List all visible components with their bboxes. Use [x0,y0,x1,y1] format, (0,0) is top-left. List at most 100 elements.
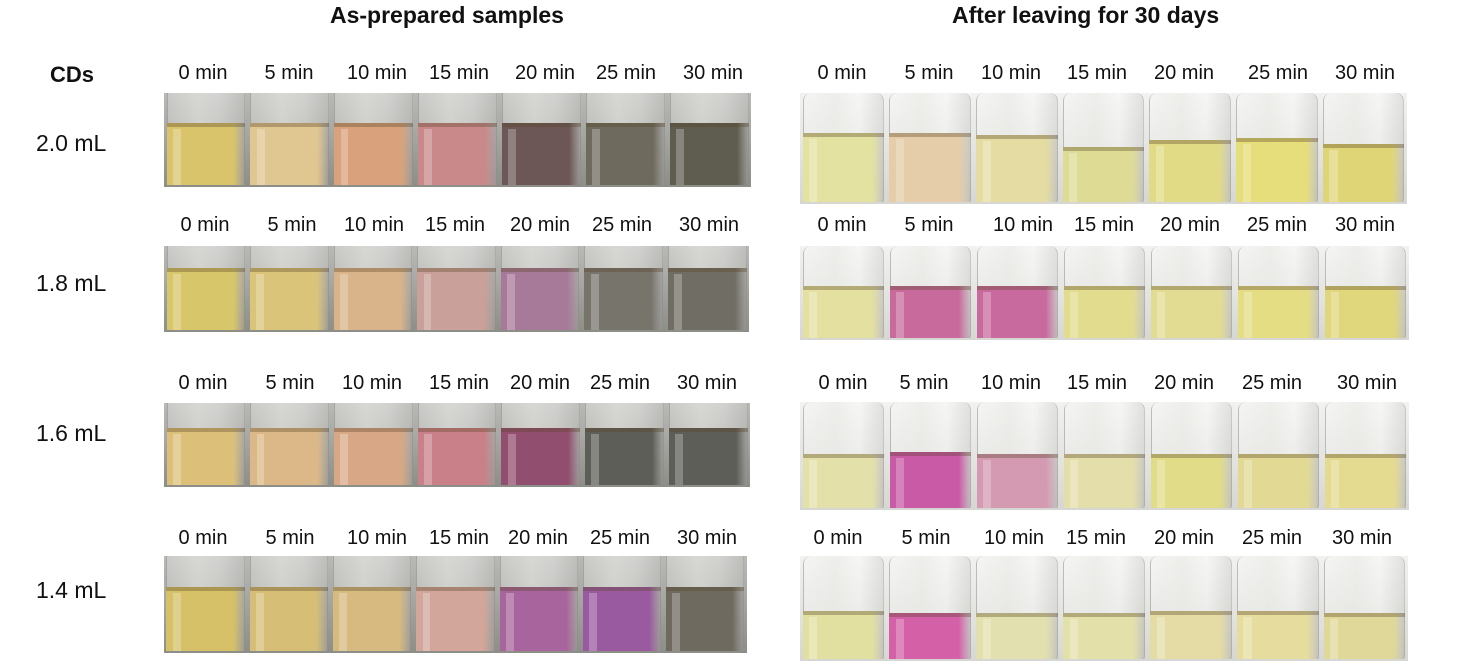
time-label: 30 min [678,214,740,236]
vial-photo [974,556,1061,661]
time-label: 10 min [346,62,408,84]
vial-photo [887,93,974,204]
time-label: 10 min [980,62,1042,84]
as-prepared-vial-strip [164,403,750,487]
vial-photo [665,246,749,332]
time-label: 0 min [818,372,868,394]
time-label: 25 min [589,372,651,394]
vial-photo [583,93,667,187]
vial-photo [415,246,499,332]
aged-vial-strip [800,556,1408,661]
vial-photo [666,403,750,487]
vial-photo [974,246,1061,340]
vial-photo [1147,556,1234,661]
time-label: 15 min [428,62,490,84]
time-label: 0 min [813,527,863,549]
vial-photo [248,246,332,332]
vial-photo [414,556,497,653]
vial-photo [164,556,247,653]
vial-photo [887,246,974,340]
vial-photo [1061,402,1148,510]
vial-photo [583,403,667,487]
time-label: 15 min [1065,527,1127,549]
time-label: 0 min [817,62,867,84]
vial-photo [1322,246,1409,340]
as-prepared-vial-strip [164,246,749,332]
time-label: 15 min [428,372,490,394]
row-label: 2.0 mL [36,130,107,156]
time-label: 20 min [1153,527,1215,549]
time-label: 10 min [346,527,408,549]
time-label: 5 min [265,372,315,394]
time-label: 0 min [180,214,230,236]
time-label: 15 min [428,527,490,549]
time-label: 10 min [980,372,1042,394]
time-label: 10 min [992,214,1054,236]
vial-photo [1147,93,1234,204]
time-label: 5 min [901,527,951,549]
time-label: 30 min [676,527,738,549]
time-label: 0 min [178,527,228,549]
time-label: 30 min [1336,372,1398,394]
panel-title-after-30-days: After leaving for 30 days [952,2,1220,28]
time-label: 25 min [1247,62,1309,84]
vial-photo [331,246,415,332]
time-label: 30 min [1334,62,1396,84]
vial-photo [415,403,499,487]
vial-photo [497,556,580,653]
vial-photo [582,246,666,332]
vial-photo [498,246,582,332]
vial-photo [1235,402,1322,510]
time-label: 0 min [817,214,867,236]
time-label: 25 min [1246,214,1308,236]
vial-photo [164,403,248,487]
time-label: 20 min [509,214,571,236]
cds-heading: CDs [50,62,95,87]
time-label: 15 min [1066,372,1128,394]
time-label: 30 min [682,62,744,84]
time-label: 5 min [267,214,317,236]
time-label: 25 min [1241,372,1303,394]
time-label: 10 min [983,527,1045,549]
vial-photo [1148,246,1235,340]
vial-photo [499,93,583,187]
time-label: 25 min [589,527,651,549]
as-prepared-vial-strip [164,556,747,653]
panel-title-as-prepared: As-prepared samples [330,2,564,28]
aged-vial-strip [800,93,1407,204]
time-label: 5 min [904,62,954,84]
as-prepared-vial-strip [164,93,751,187]
time-label: 20 min [514,62,576,84]
row-label: 1.4 mL [36,577,107,603]
vial-photo [800,93,887,204]
vial-photo [887,402,974,510]
aged-vial-strip [800,402,1409,510]
time-label: 15 min [424,214,486,236]
vial-photo [416,93,500,187]
time-label: 25 min [1241,527,1303,549]
time-label: 5 min [899,372,949,394]
vial-photo [580,556,663,653]
vial-photo [331,556,414,653]
time-label: 10 min [341,372,403,394]
vial-photo [1061,556,1148,661]
time-label: 15 min [1073,214,1135,236]
vial-photo [247,556,330,653]
vial-photo [1322,402,1409,510]
time-label: 25 min [591,214,653,236]
vial-photo [800,556,887,661]
time-label: 15 min [1066,62,1128,84]
time-label: 0 min [178,62,228,84]
vial-photo [1320,93,1407,204]
time-label: 0 min [178,372,228,394]
vial-photo [164,93,248,187]
vial-photo [664,556,747,653]
vial-photo [248,403,332,487]
time-label: 30 min [1331,527,1393,549]
vial-photo [248,93,332,187]
vial-photo [1321,556,1408,661]
vial-photo [1148,402,1235,510]
vial-photo [331,403,415,487]
time-label: 20 min [1153,372,1215,394]
vial-photo [1061,246,1148,340]
